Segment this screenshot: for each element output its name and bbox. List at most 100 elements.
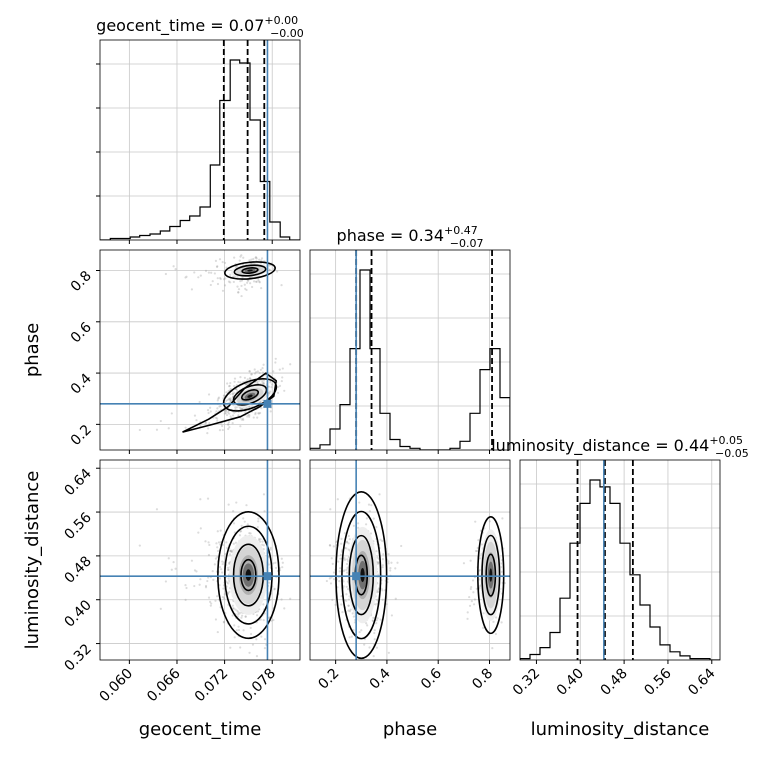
- scatter-point: [269, 381, 272, 384]
- scatter-point: [370, 504, 373, 507]
- scatter-point: [339, 567, 342, 570]
- truth-marker: [263, 399, 272, 408]
- scatter-point: [220, 422, 223, 425]
- scatter-point: [224, 410, 227, 413]
- scatter-point: [236, 285, 239, 288]
- scatter-point: [217, 397, 220, 400]
- scatter-point: [375, 646, 379, 649]
- scatter-point: [256, 525, 259, 529]
- scatter-point: [236, 389, 239, 392]
- scatter-point: [229, 399, 232, 402]
- scatter-point: [237, 613, 240, 616]
- scatter-point: [217, 396, 221, 399]
- scatter-point: [328, 577, 331, 580]
- scatter-point: [213, 272, 216, 275]
- scatter-point: [232, 509, 235, 513]
- scatter-point: [204, 540, 207, 543]
- scatter-point: [246, 279, 249, 282]
- x-axis-label-geocent_time: geocent_time: [139, 719, 262, 740]
- scatter-point: [224, 553, 227, 556]
- scatter-point: [233, 377, 237, 380]
- scatter-point: [254, 256, 258, 259]
- scatter-point: [226, 382, 229, 385]
- scatter-point: [237, 414, 240, 417]
- scatter-point: [351, 612, 354, 615]
- scatter-point: [231, 414, 235, 417]
- scatter-point: [237, 380, 240, 384]
- title-plus: +0.00: [264, 14, 298, 27]
- scatter-point: [360, 629, 363, 632]
- scatter-point: [228, 562, 231, 565]
- scatter-point: [345, 585, 348, 588]
- scatter-point: [217, 541, 221, 544]
- scatter-point: [500, 621, 503, 624]
- x-tick-label-phase: 0.6: [418, 665, 445, 692]
- scatter-point: [222, 621, 225, 624]
- scatter-point: [190, 559, 194, 562]
- scatter-point: [228, 397, 231, 400]
- scatter-point: [233, 256, 236, 259]
- scatter-point: [243, 520, 246, 523]
- scatter-point: [199, 527, 202, 530]
- scatter-point: [480, 543, 484, 546]
- scatter-point: [238, 612, 241, 615]
- scatter-point: [255, 257, 258, 260]
- scatter-point: [218, 258, 222, 261]
- panel-title-geocent_time: geocent_time = 0.07+0.00 −0.00: [96, 14, 304, 40]
- scatter-point: [213, 563, 216, 566]
- scatter-point: [491, 647, 494, 650]
- scatter-point: [228, 590, 231, 594]
- scatter-point: [260, 287, 263, 290]
- scatter-point: [348, 636, 351, 639]
- scatter-point: [261, 379, 264, 383]
- scatter-point: [347, 598, 351, 601]
- scatter-point: [245, 504, 248, 507]
- scatter-point: [368, 646, 371, 649]
- scatter-point: [332, 578, 336, 581]
- scatter-point: [228, 561, 231, 565]
- scatter-point: [345, 541, 349, 544]
- scatter-point: [218, 565, 222, 569]
- scatter-point: [352, 615, 355, 618]
- scatter-point: [247, 413, 250, 417]
- scatter-point: [197, 276, 200, 279]
- scatter-point: [471, 579, 475, 582]
- y-tick-label-phase: 0.4: [68, 371, 95, 398]
- scatter-point: [248, 532, 251, 535]
- scatter-point: [231, 604, 234, 607]
- scatter-point: [219, 276, 222, 280]
- scatter-point: [221, 260, 224, 264]
- scatter-point: [221, 571, 224, 574]
- scatter-point: [229, 393, 232, 396]
- scatter-point: [230, 549, 233, 552]
- scatter-point: [226, 568, 230, 571]
- scatter-point: [272, 370, 275, 373]
- scatter-point: [223, 412, 226, 415]
- scatter-point: [500, 570, 503, 574]
- scatter-point: [259, 401, 262, 404]
- scatter-point: [248, 651, 251, 654]
- scatter-point: [184, 598, 187, 602]
- scatter-point: [376, 562, 380, 565]
- scatter-point: [159, 607, 162, 610]
- scatter-point: [372, 616, 375, 619]
- scatter-point: [267, 385, 270, 388]
- scatter-point: [164, 272, 167, 276]
- scatter-point: [365, 622, 368, 625]
- scatter-point: [376, 590, 379, 594]
- scatter-point: [357, 522, 360, 525]
- scatter-point: [258, 379, 261, 382]
- scatter-point: [219, 404, 222, 408]
- scatter-point: [278, 384, 282, 387]
- scatter-point: [289, 597, 292, 600]
- scatter-point: [221, 560, 224, 563]
- scatter-point: [269, 410, 272, 413]
- scatter-point: [269, 546, 272, 549]
- scatter-point: [248, 259, 251, 262]
- scatter-point: [328, 543, 332, 547]
- scatter-point: [347, 542, 350, 545]
- scatter-point: [381, 598, 384, 601]
- scatter-point: [367, 503, 371, 506]
- scatter-point: [224, 412, 227, 415]
- scatter-point: [243, 283, 246, 286]
